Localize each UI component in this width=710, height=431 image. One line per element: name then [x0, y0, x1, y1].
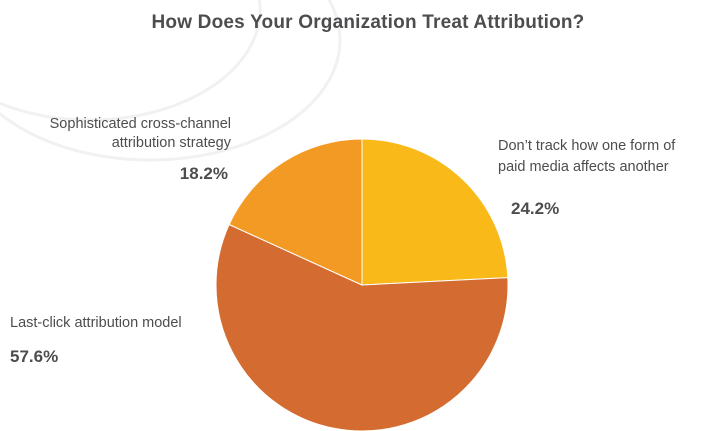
legend-label-dont-track-line2: paid media affects another: [498, 159, 669, 175]
legend-label-dont-track-line1: Don’t track how one form of: [498, 138, 676, 154]
legend-label-last-click: Last-click attribution model: [10, 315, 182, 331]
pie-slice-dont-track: [361, 138, 509, 286]
value-label-dont-track: 24.2%: [511, 199, 560, 218]
legend-label-sophisticated-line1: Sophisticated cross-channel: [49, 116, 231, 132]
chart-title: How Does Your Organization Treat Attribu…: [151, 12, 585, 33]
background-decoration: [0, 0, 342, 162]
pie-slice-last-click: [215, 223, 509, 431]
pie-chart: [215, 138, 509, 431]
legend-label-sophisticated-line2: attribution strategy: [111, 135, 231, 151]
value-label-sophisticated: 18.2%: [179, 164, 228, 183]
pie-slice-sophisticated: [228, 138, 363, 286]
value-label-last-click: 57.6%: [10, 347, 59, 366]
